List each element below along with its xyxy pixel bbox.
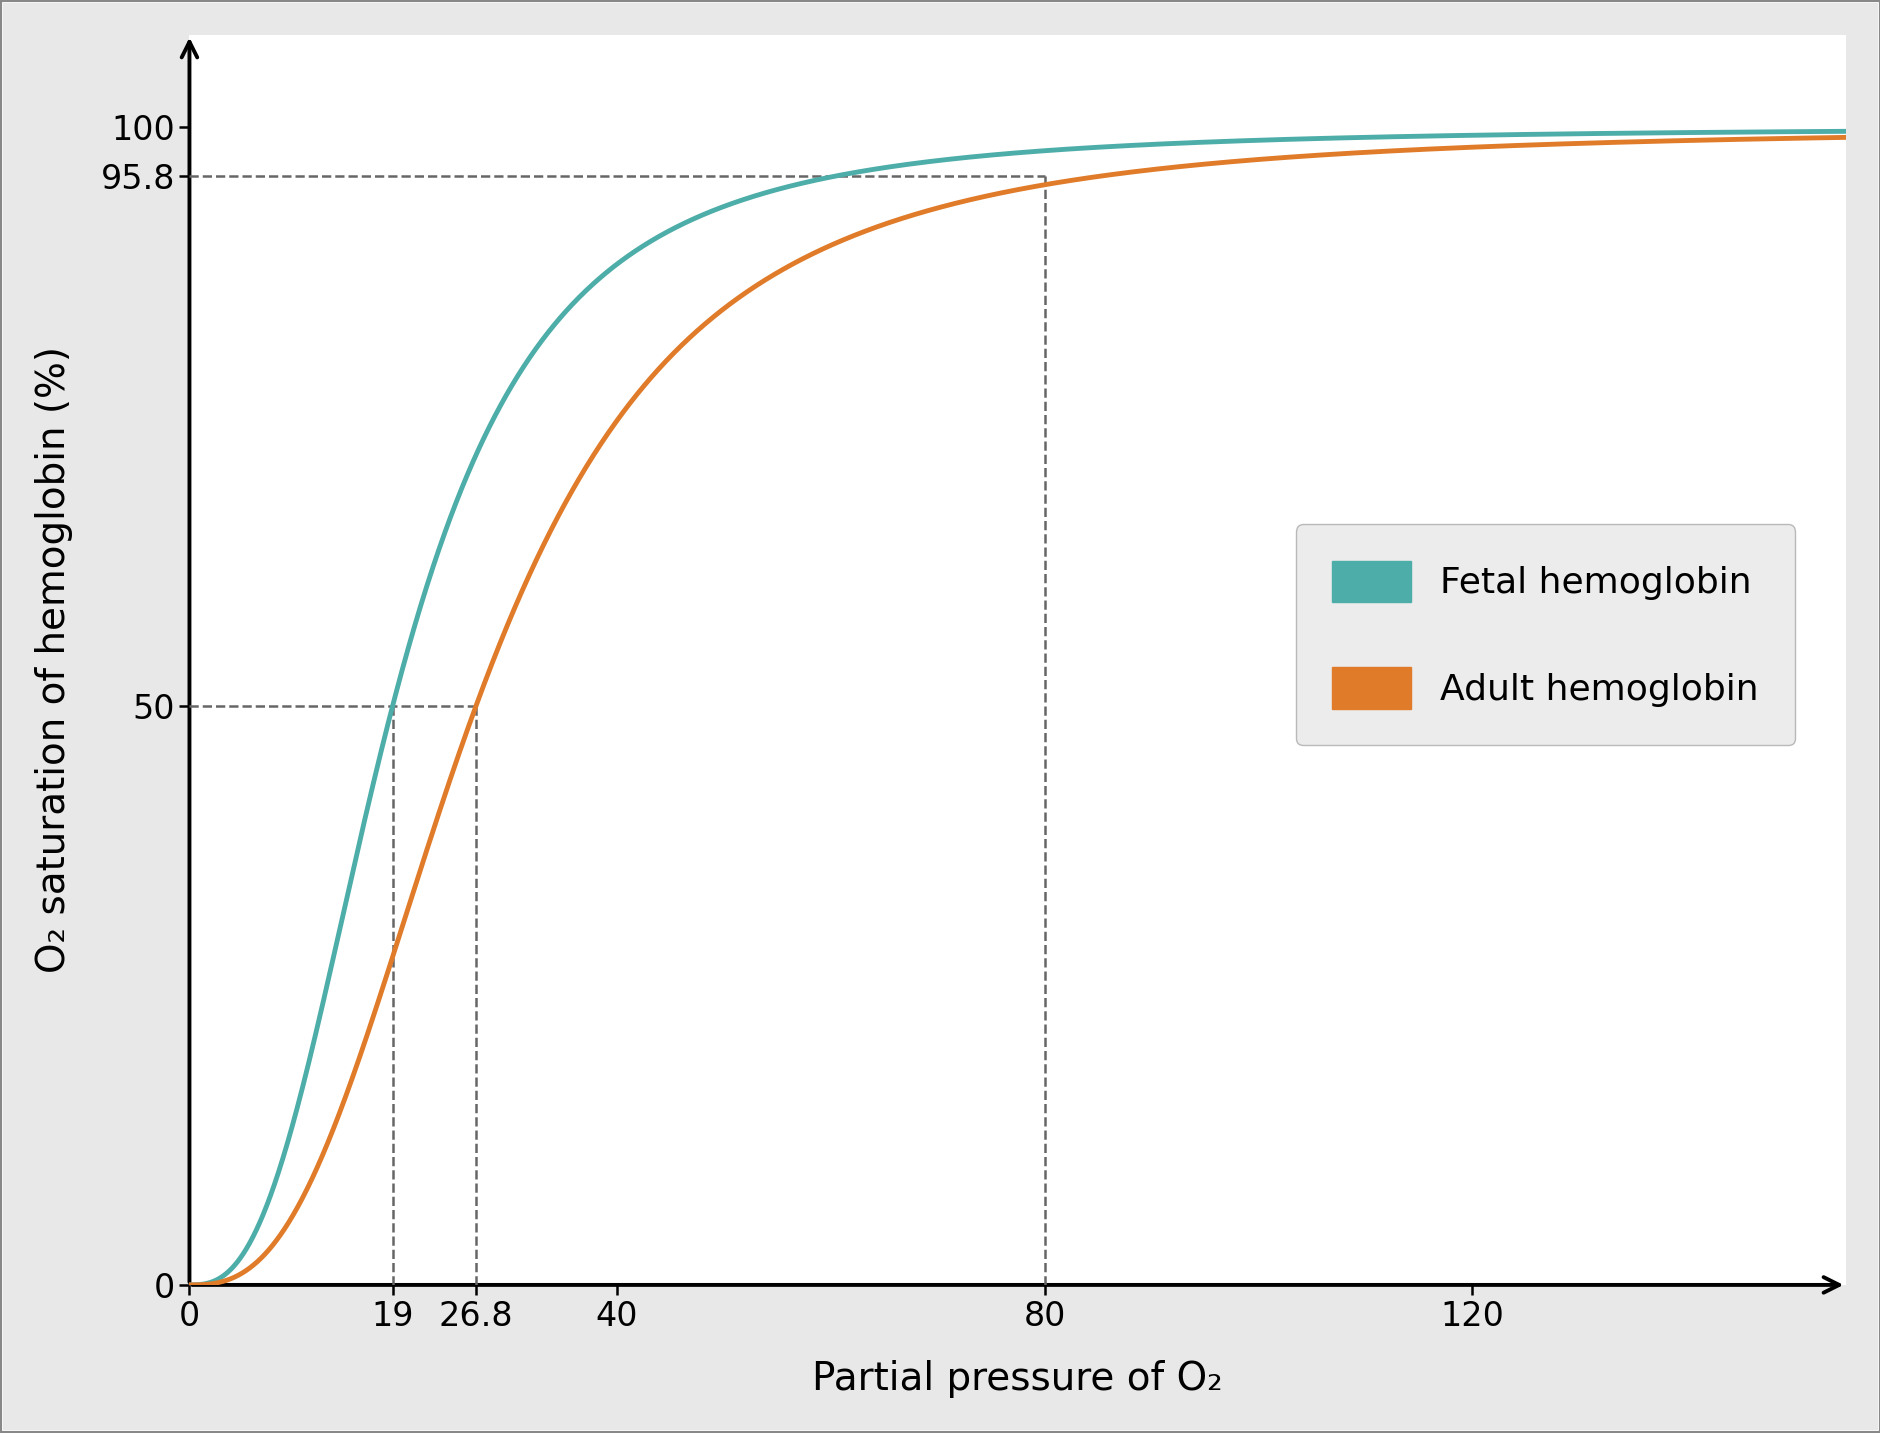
Legend: Fetal hemoglobin, Adult hemoglobin: Fetal hemoglobin, Adult hemoglobin bbox=[1295, 524, 1794, 745]
Y-axis label: O₂ saturation of hemoglobin (%): O₂ saturation of hemoglobin (%) bbox=[34, 347, 73, 973]
X-axis label: Partial pressure of O₂: Partial pressure of O₂ bbox=[812, 1360, 1222, 1399]
